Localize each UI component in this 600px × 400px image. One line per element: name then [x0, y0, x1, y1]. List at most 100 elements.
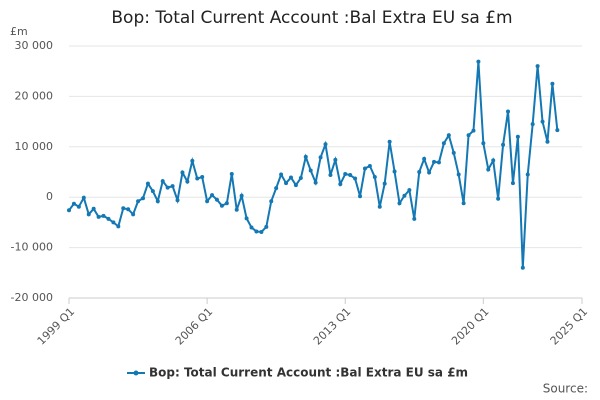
point — [535, 64, 540, 69]
point — [348, 173, 353, 178]
point — [412, 216, 417, 221]
point — [244, 216, 249, 221]
point — [338, 182, 343, 187]
point — [67, 208, 71, 213]
point — [436, 160, 441, 165]
point — [274, 186, 279, 191]
y-tick-label: 30 000 — [15, 39, 54, 52]
point — [264, 224, 269, 229]
point — [219, 203, 224, 208]
point — [71, 201, 76, 206]
point — [392, 169, 397, 174]
point — [121, 206, 126, 211]
point — [343, 172, 348, 177]
point — [116, 224, 121, 229]
x-tick-label: 2020 Q1 — [449, 305, 492, 348]
point — [200, 175, 205, 180]
point — [555, 128, 560, 133]
point — [229, 172, 234, 177]
point — [284, 181, 289, 186]
point — [96, 214, 101, 219]
point — [402, 193, 407, 198]
point — [510, 181, 515, 186]
point — [86, 212, 91, 217]
point — [101, 213, 106, 218]
point — [397, 201, 402, 206]
point — [491, 158, 496, 163]
point — [520, 265, 525, 270]
point — [486, 167, 491, 172]
point — [377, 204, 382, 209]
point — [427, 170, 432, 175]
point — [333, 157, 338, 162]
point — [545, 139, 550, 144]
point — [451, 150, 456, 155]
legend-label: Bop: Total Current Account :Bal Extra EU… — [149, 366, 468, 380]
point — [160, 179, 165, 184]
point — [382, 181, 387, 186]
point — [481, 141, 486, 146]
point — [288, 175, 293, 180]
point — [530, 122, 535, 127]
point — [471, 128, 476, 133]
point — [446, 133, 451, 138]
point — [422, 156, 427, 161]
legend-marker — [133, 370, 139, 376]
point — [501, 142, 506, 147]
point — [259, 229, 264, 234]
point — [353, 176, 358, 181]
point — [140, 196, 145, 201]
point — [165, 185, 170, 190]
point — [279, 172, 284, 177]
point — [269, 199, 274, 204]
y-tick-label: 10 000 — [15, 140, 54, 153]
point — [136, 199, 141, 204]
point — [106, 216, 111, 221]
x-tick-label: 2013 Q1 — [311, 305, 354, 348]
point — [234, 207, 239, 212]
point — [224, 201, 229, 206]
point — [496, 196, 501, 201]
point — [308, 168, 313, 173]
point — [303, 154, 308, 159]
point — [76, 204, 81, 209]
y-tick-label: -10 000 — [11, 241, 53, 254]
point — [456, 172, 461, 177]
point — [239, 193, 244, 198]
y-tick-label: 20 000 — [15, 89, 54, 102]
point — [210, 193, 215, 198]
point — [185, 179, 190, 184]
point — [195, 176, 200, 181]
point — [249, 225, 254, 230]
point — [515, 134, 520, 139]
point — [126, 207, 131, 212]
point — [298, 176, 303, 181]
point — [432, 159, 437, 164]
point — [362, 166, 367, 171]
point — [293, 183, 298, 188]
point — [214, 197, 219, 202]
point — [155, 199, 160, 204]
point — [313, 180, 318, 185]
x-tick-label: 2025 Q1 — [548, 305, 591, 348]
point — [372, 175, 377, 180]
x-tick-label: 1999 Q1 — [35, 305, 78, 348]
point — [91, 206, 96, 211]
point — [318, 155, 323, 160]
point — [254, 229, 259, 234]
point — [131, 212, 136, 217]
point — [417, 170, 422, 174]
point — [466, 133, 471, 138]
point — [506, 109, 511, 114]
point — [111, 220, 116, 225]
point — [323, 142, 328, 147]
chart-title: Bop: Total Current Account :Bal Extra EU… — [111, 8, 512, 28]
point — [525, 172, 530, 177]
point — [170, 184, 175, 189]
point — [358, 194, 363, 199]
point — [367, 163, 372, 168]
point — [150, 189, 155, 194]
point — [175, 198, 180, 203]
point — [328, 173, 333, 178]
